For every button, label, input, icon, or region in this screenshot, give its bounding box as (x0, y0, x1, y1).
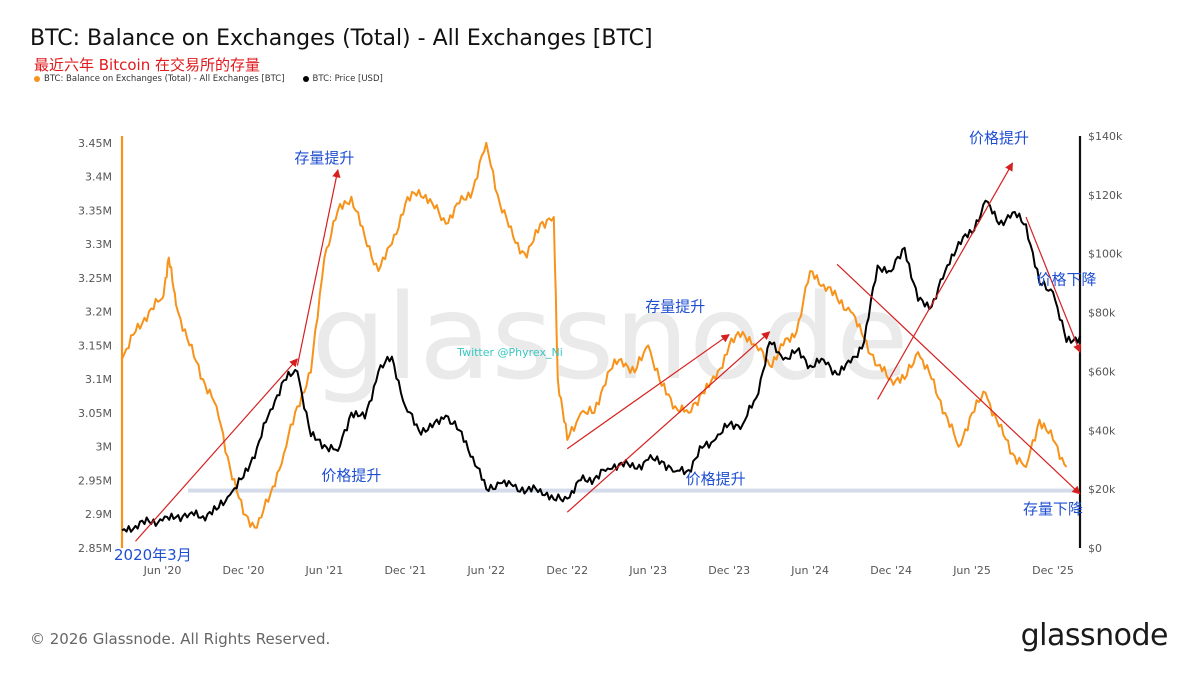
chart-title: BTC: Balance on Exchanges (Total) - All … (30, 26, 653, 51)
trend-arrow (836, 263, 1081, 495)
x-tick-label: Dec '25 (1032, 564, 1074, 577)
right-tick-label: $60k (1088, 365, 1116, 378)
x-tick-label: Jun '21 (305, 564, 344, 577)
reference-band (188, 488, 1080, 493)
x-tick-label: Jun '24 (790, 564, 829, 577)
trend-arrow (135, 358, 298, 542)
x-tick-label: Jun '22 (466, 564, 505, 577)
right-tick-label: $140k (1088, 130, 1123, 143)
watermark-text: glassnode (311, 268, 908, 406)
x-tick-label: Dec '22 (546, 564, 588, 577)
twitter-watermark: Twitter @Phyrex_Ni (456, 346, 563, 359)
left-tick-label: 3.15M (78, 339, 112, 352)
legend-dot-balance (34, 76, 40, 82)
legend: BTC: Balance on Exchanges (Total) - All … (34, 74, 383, 84)
right-tick-label: $120k (1088, 189, 1123, 202)
series-line-price (121, 199, 1081, 533)
trend-arrow (566, 331, 771, 513)
left-tick-label: 2.95M (78, 474, 112, 487)
left-tick-label: 3.1M (85, 373, 112, 386)
trend-arrow (1025, 216, 1082, 353)
left-tick-label: 3.2M (85, 306, 112, 319)
legend-label-balance: BTC: Balance on Exchanges (Total) - All … (44, 74, 285, 84)
left-tick-label: 3.4M (85, 171, 112, 184)
left-tick-label: 3.25M (78, 272, 112, 285)
annotation-label: 存量提升 (645, 298, 705, 316)
x-tick-label: Dec '20 (223, 564, 265, 577)
left-tick-label: 3.05M (78, 407, 112, 420)
left-tick-label: 2.9M (85, 508, 112, 521)
right-tick-label: $40k (1088, 424, 1116, 437)
left-tick-label: 2.85M (78, 542, 112, 555)
left-tick-label: 3.45M (78, 137, 112, 150)
annotation-label: 价格提升 (321, 466, 381, 484)
x-tick-label: Dec '24 (870, 564, 912, 577)
x-tick-label: Jun '25 (952, 564, 991, 577)
x-tick-label: Jun '20 (143, 564, 182, 577)
brand-logo: glassnode (1020, 618, 1169, 653)
copyright-text: © 2026 Glassnode. All Rights Reserved. (30, 630, 331, 648)
x-tick-label: Dec '21 (384, 564, 426, 577)
legend-dot-price (302, 76, 309, 82)
legend-item-price[interactable]: BTC: Price [USD] (302, 74, 383, 84)
annotation-label: 价格提升 (969, 129, 1029, 147)
left-tick-label: 3.3M (85, 238, 112, 251)
annotation-label: 2020年3月 (114, 546, 192, 564)
annotation-label: 存量下降 (1023, 500, 1083, 518)
legend-label-price: BTC: Price [USD] (312, 74, 383, 84)
series-line-balance (121, 141, 1068, 529)
trend-arrow (566, 334, 730, 450)
x-tick-label: Jun '23 (628, 564, 667, 577)
annotation-label: 价格提升 (686, 470, 746, 488)
left-tick-label: 3M (96, 441, 113, 454)
x-tick-label: Dec '23 (708, 564, 750, 577)
trend-arrow (296, 168, 341, 366)
trend-arrow (877, 162, 1014, 400)
left-tick-label: 3.35M (78, 204, 112, 217)
right-tick-label: $80k (1088, 307, 1116, 320)
right-tick-label: $100k (1088, 248, 1123, 261)
right-tick-label: $20k (1088, 483, 1116, 496)
legend-item-balance[interactable]: BTC: Balance on Exchanges (Total) - All … (34, 74, 285, 84)
right-tick-label: $0 (1088, 542, 1102, 555)
chart-subtitle: 最近六年 Bitcoin 在交易所的存量 (34, 56, 260, 74)
annotation-label: 价格下降 (1036, 271, 1096, 289)
annotation-label: 存量提升 (294, 149, 354, 167)
